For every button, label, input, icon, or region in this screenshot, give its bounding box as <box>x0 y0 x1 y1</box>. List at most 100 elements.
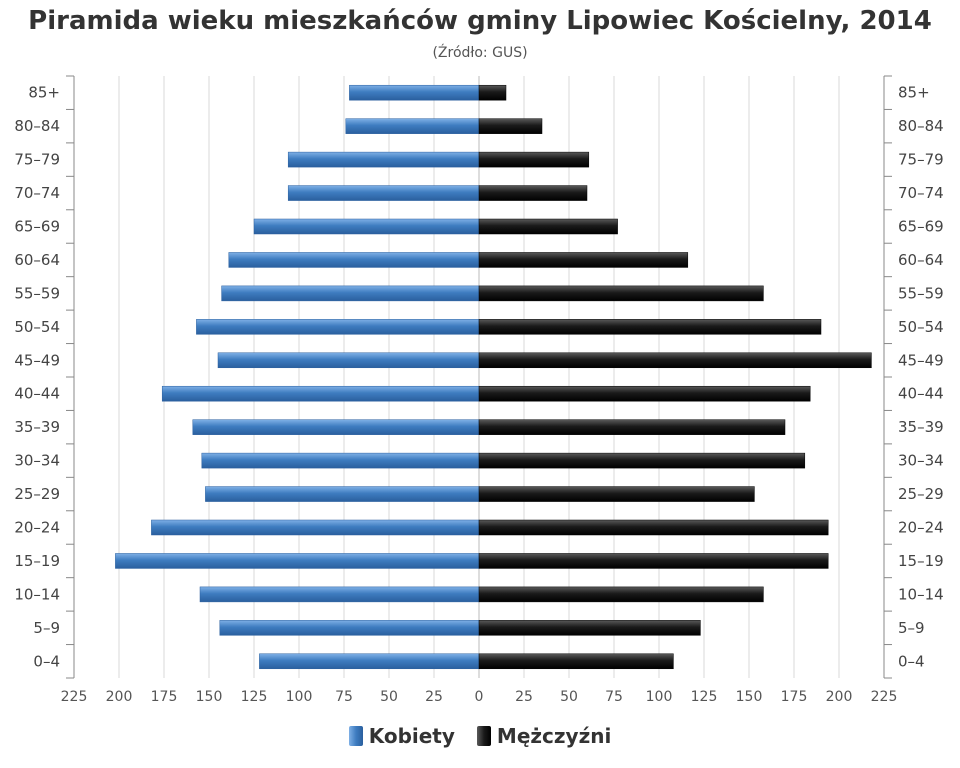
bar-men-65–69 <box>478 218 618 235</box>
y-tick-label-left: 50–54 <box>14 318 60 336</box>
bars <box>115 84 872 670</box>
x-tick-label: 25 <box>425 689 443 705</box>
y-tick-label-right: 10–14 <box>898 585 944 603</box>
x-tick-label: 225 <box>61 689 88 705</box>
y-tick-label-left: 5–9 <box>33 619 60 637</box>
legend-item-men[interactable]: Mężczyźni <box>476 724 612 748</box>
x-tick-label: 225 <box>871 689 898 705</box>
y-tick-label-right: 70–74 <box>898 184 944 202</box>
legend-item-women[interactable]: Kobiety <box>348 724 455 748</box>
chart-title: Piramida wieku mieszkańców gminy Lipowie… <box>28 6 932 36</box>
bar-women-20–24 <box>151 519 480 536</box>
y-tick-label-left: 65–69 <box>14 218 60 236</box>
bar-men-70–74 <box>478 185 588 201</box>
y-tick-label-right: 85+ <box>898 84 930 102</box>
bar-women-75–79 <box>287 151 480 168</box>
bar-women-30–34 <box>201 452 480 469</box>
y-tick-label-right: 15–19 <box>898 552 944 570</box>
bar-men-75–79 <box>478 151 590 168</box>
x-tick-label: 75 <box>335 689 353 705</box>
chart-subtitle: (Źródło: GUS) <box>432 45 528 61</box>
legend-swatch-men <box>476 726 491 746</box>
y-tick-label-left: 10–14 <box>14 585 60 603</box>
y-tick-label-left: 80–84 <box>14 117 60 135</box>
legend-swatch-women <box>348 726 363 746</box>
bar-women-15–19 <box>115 553 480 569</box>
bar-men-30–34 <box>478 452 806 469</box>
bar-women-25–29 <box>205 486 480 502</box>
y-tick-label-right: 50–54 <box>898 318 944 336</box>
bar-women-45–49 <box>217 352 480 369</box>
bar-women-85+ <box>349 84 480 101</box>
y-tick-label-left: 25–29 <box>14 485 60 503</box>
y-tick-label-right: 65–69 <box>898 218 944 236</box>
y-tick-label-right: 35–39 <box>898 418 944 436</box>
bar-men-25–29 <box>478 486 755 502</box>
x-tick-label: 50 <box>380 689 398 705</box>
y-tick-label-left: 70–74 <box>14 184 60 202</box>
x-tick-label: 200 <box>106 689 133 705</box>
bar-men-60–64 <box>478 252 689 268</box>
y-tick-label-left: 15–19 <box>14 552 60 570</box>
y-tick-label-right: 75–79 <box>898 151 944 169</box>
bar-women-0–4 <box>259 653 480 670</box>
x-tick-label: 200 <box>826 689 853 705</box>
y-tick-label-right: 30–34 <box>898 452 944 470</box>
bar-women-80–84 <box>345 118 480 134</box>
bar-women-35–39 <box>192 419 480 435</box>
legend-label-women: Kobiety <box>368 724 455 748</box>
bar-men-50–54 <box>478 319 822 335</box>
bar-men-85+ <box>478 84 507 101</box>
bar-women-55–59 <box>221 285 480 302</box>
y-tick-label-right: 80–84 <box>898 117 944 135</box>
y-tick-label-left: 60–64 <box>14 251 60 269</box>
x-tick-label: 175 <box>151 689 178 705</box>
x-tick-label: 100 <box>286 689 313 705</box>
bar-women-50–54 <box>196 319 480 335</box>
bar-women-65–69 <box>253 218 480 235</box>
x-tick-label: 0 <box>475 689 484 705</box>
axis-labels: 225 200 175 150 125 100 75 50 25 0 25 50 75 100 125 150… <box>14 84 943 705</box>
bar-men-15–19 <box>478 553 829 569</box>
grid-lines <box>66 75 892 679</box>
legend: Kobiety Mężczyźni <box>0 724 960 748</box>
bar-men-0–4 <box>478 653 674 670</box>
legend-label-men: Mężczyźni <box>496 724 612 748</box>
x-tick-label: 175 <box>781 689 808 705</box>
y-tick-label-right: 55–59 <box>898 284 944 302</box>
x-tick-label: 125 <box>241 689 268 705</box>
bar-men-45–49 <box>478 352 872 369</box>
x-tick-label: 150 <box>196 689 223 705</box>
x-tick-label: 150 <box>736 689 763 705</box>
y-tick-label-right: 25–29 <box>898 485 944 503</box>
y-tick-label-left: 85+ <box>28 84 60 102</box>
bar-women-70–74 <box>287 185 480 201</box>
x-tick-label: 125 <box>691 689 718 705</box>
y-tick-label-right: 45–49 <box>898 351 944 369</box>
y-tick-label-right: 0–4 <box>898 652 925 670</box>
y-tick-label-left: 0–4 <box>33 652 60 670</box>
bar-men-5–9 <box>478 620 701 636</box>
bar-men-40–44 <box>478 385 811 402</box>
x-tick-label: 25 <box>515 689 533 705</box>
bar-women-60–64 <box>228 252 480 268</box>
bar-women-40–44 <box>161 385 480 402</box>
bar-women-10–14 <box>199 586 480 603</box>
bar-men-55–59 <box>478 285 764 302</box>
bar-men-80–84 <box>478 118 543 134</box>
bar-men-35–39 <box>478 419 786 435</box>
x-tick-label: 75 <box>605 689 623 705</box>
bar-men-20–24 <box>478 519 829 536</box>
y-tick-label-right: 20–24 <box>898 519 944 537</box>
y-tick-label-left: 40–44 <box>14 385 60 403</box>
y-tick-label-left: 55–59 <box>14 284 60 302</box>
y-tick-label-left: 35–39 <box>14 418 60 436</box>
y-tick-label-right: 5–9 <box>898 619 925 637</box>
y-tick-label-left: 30–34 <box>14 452 60 470</box>
bar-men-10–14 <box>478 586 764 603</box>
y-tick-label-left: 75–79 <box>14 151 60 169</box>
y-tick-label-right: 40–44 <box>898 385 944 403</box>
y-tick-label-left: 20–24 <box>14 519 60 537</box>
y-tick-label-left: 45–49 <box>14 351 60 369</box>
